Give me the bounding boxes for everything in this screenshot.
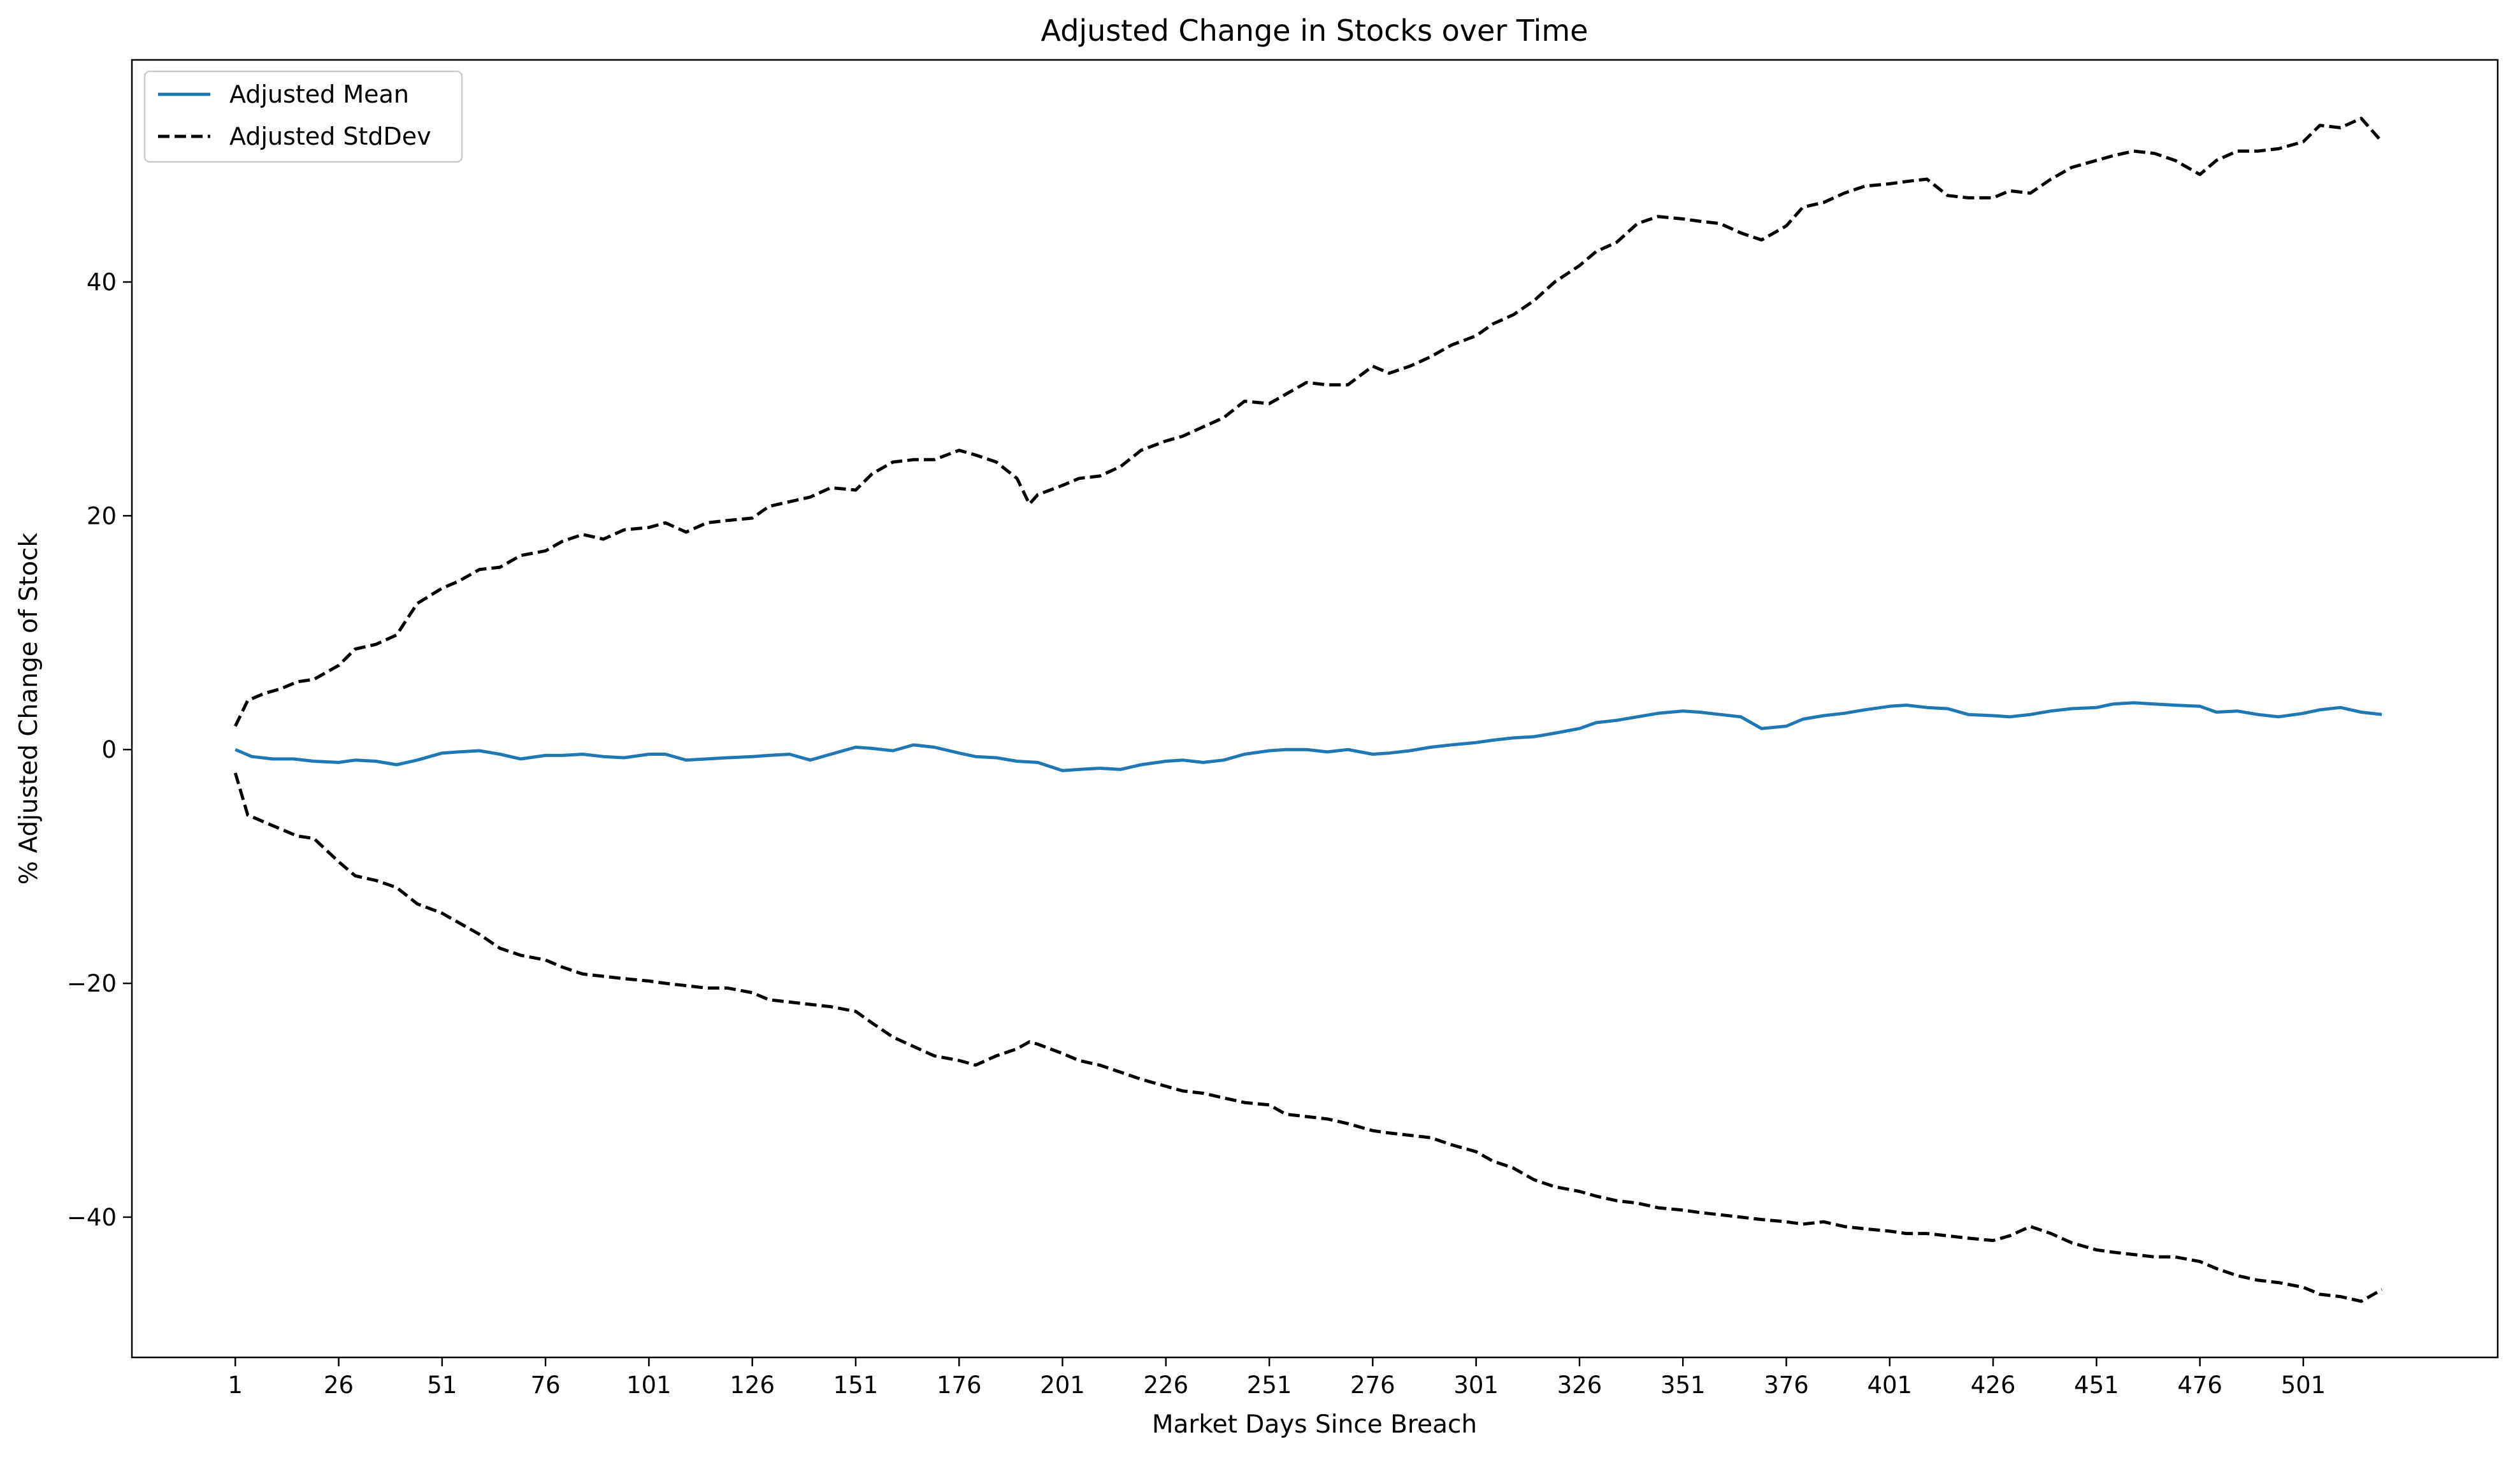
x-tick-label: 126 [730,1371,775,1399]
series-layer [233,117,2384,1303]
y-axis-label: % Adjusted Change of Stock [15,533,43,885]
x-tick-label: 276 [1350,1371,1395,1399]
legend-label-adjusted-mean: Adjusted Mean [229,80,409,108]
series-adjusted-mean [234,701,2382,772]
x-tick-label: 151 [833,1371,879,1399]
x-tick-label: 301 [1453,1371,1499,1399]
y-tick-label: −40 [67,1204,117,1231]
x-tick-label: 101 [626,1371,672,1399]
series-adjusted-stddev-upper [234,117,2384,727]
series-adjusted-stddev-lower [233,772,2383,1303]
y-tick-label: 40 [87,269,117,296]
legend-box [143,70,463,163]
x-tick-label: 326 [1557,1371,1602,1399]
legend-label-adjusted-stddev: Adjusted StdDev [229,122,431,150]
x-tick-label: 26 [324,1371,354,1399]
x-tick-label: 201 [1040,1371,1085,1399]
plot-frame [131,59,2499,1359]
x-tick-label: 76 [531,1371,561,1399]
x-tick-label: 51 [427,1371,457,1399]
legend: Adjusted Mean Adjusted StdDev [143,70,463,163]
x-tick-label: 351 [1660,1371,1706,1399]
x-tick-label: 176 [937,1371,982,1399]
x-tick-label: 476 [2177,1371,2222,1399]
x-tick-label: 1 [228,1371,243,1399]
y-axis: −40 −20 0 20 40 [67,269,132,1231]
x-tick-label: 451 [2074,1371,2119,1399]
chart-title: Adjusted Change in Stocks over Time [1041,13,1588,48]
plot-area [131,59,2499,1359]
x-axis-label: Market Days Since Breach [1152,1410,1477,1439]
x-tick-label: 426 [1971,1371,2016,1399]
y-tick-label: 20 [87,502,117,530]
x-tick-label: 226 [1144,1371,1189,1399]
y-tick-label: 0 [101,736,117,763]
y-tick-label: −20 [67,970,117,997]
x-tick-label: 251 [1247,1371,1292,1399]
x-axis: 1 26 51 76 101 126 151 176 201 226 251 276 301 326 351… [228,1357,2326,1399]
x-tick-label: 501 [2281,1371,2326,1399]
x-tick-label: 401 [1867,1371,1912,1399]
x-tick-label: 376 [1764,1371,1809,1399]
